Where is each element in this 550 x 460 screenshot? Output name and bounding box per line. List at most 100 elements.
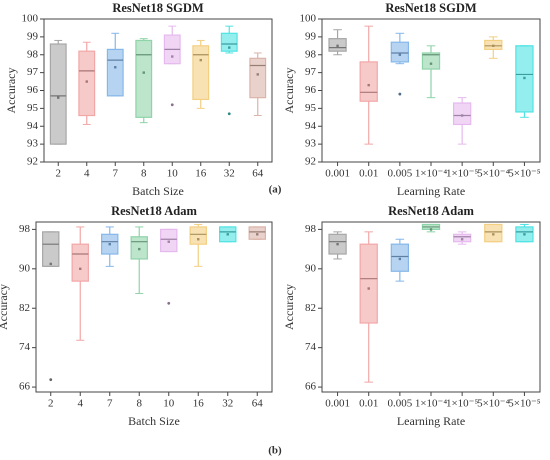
box	[390, 243, 410, 272]
x-tick-label: 64	[252, 168, 264, 180]
y-tick-label: 82	[19, 302, 30, 314]
y-tick-label: 93	[27, 138, 39, 150]
mean	[492, 44, 495, 48]
box	[189, 226, 207, 245]
outlier	[49, 378, 53, 382]
y-tick-label: 94	[305, 120, 317, 132]
box	[390, 41, 410, 63]
box	[78, 50, 96, 117]
mean	[256, 73, 259, 76]
box	[452, 233, 472, 243]
y-axis-label: Accuracy	[282, 284, 296, 330]
x-tick-label: 16	[195, 168, 207, 180]
mean	[460, 114, 464, 117]
x-tick-label: 0.01	[359, 168, 378, 180]
x-axis-label: Batch Size	[128, 414, 180, 428]
mean	[523, 76, 526, 80]
y-tick-label: 92	[305, 156, 316, 168]
y-axis-label: Accuracy	[282, 68, 296, 114]
mean	[336, 44, 339, 48]
x-tick-label: 4	[84, 168, 90, 180]
chart-title: ResNet18 SGDM	[112, 1, 204, 15]
mean	[57, 96, 60, 99]
x-tick-label: 2	[48, 398, 54, 410]
y-tick-label: 90	[305, 262, 317, 274]
y-tick-label: 66	[305, 381, 317, 393]
panel-label: (b)	[268, 445, 282, 457]
mean	[460, 238, 464, 241]
box	[421, 52, 441, 70]
plot-frame	[43, 18, 273, 163]
mean	[199, 58, 202, 62]
plot-frame	[321, 221, 541, 393]
box	[130, 236, 148, 260]
y-tick-label: 100	[300, 13, 317, 25]
box	[49, 43, 67, 145]
mean	[523, 233, 526, 236]
box	[484, 223, 503, 243]
mean	[108, 242, 111, 246]
mean	[398, 53, 402, 56]
y-tick-label: 95	[27, 102, 39, 114]
y-tick-label: 98	[19, 223, 31, 235]
x-tick-label: 5×10⁻⁵	[508, 398, 541, 410]
x-tick-label: 7	[113, 168, 119, 180]
box	[452, 102, 472, 126]
x-tick-label: 0.01	[359, 398, 378, 410]
mean	[226, 233, 229, 236]
box	[71, 243, 89, 282]
mean	[367, 287, 370, 290]
x-tick-label: 16	[193, 398, 205, 410]
mean	[167, 240, 170, 243]
mean	[142, 71, 145, 74]
x-tick-label: 0.005	[387, 398, 412, 410]
outlier	[398, 92, 402, 96]
box	[220, 32, 238, 52]
mean	[492, 233, 495, 236]
chart-title: ResNet18 Adam	[111, 204, 197, 218]
y-tick-label: 98	[305, 223, 317, 235]
x-tick-label: 0.001	[325, 168, 350, 180]
y-tick-label: 95	[305, 102, 317, 114]
x-tick-label: 32	[224, 168, 235, 180]
outlier	[167, 301, 171, 305]
y-tick-label: 97	[27, 66, 39, 78]
y-tick-label: 94	[27, 120, 39, 132]
y-tick-label: 82	[305, 302, 316, 314]
outlier	[170, 103, 174, 107]
y-axis-label: Accuracy	[0, 284, 10, 330]
box	[135, 39, 153, 118]
mean	[197, 238, 200, 241]
x-tick-label: 1×10⁻⁵	[446, 398, 479, 410]
x-tick-label: 1×10⁻⁴	[415, 168, 448, 180]
box	[359, 243, 378, 324]
y-tick-label: 74	[305, 341, 317, 353]
y-tick-label: 92	[27, 156, 38, 168]
panel-label: (a)	[269, 184, 282, 196]
y-tick-label: 99	[27, 30, 39, 42]
mean	[429, 62, 433, 65]
x-tick-label: 1×10⁻⁵	[446, 168, 479, 180]
mean	[256, 233, 259, 236]
chart-title: ResNet18 Adam	[388, 204, 474, 218]
y-tick-label: 98	[305, 48, 317, 60]
chart-title: ResNet18 SGDM	[385, 1, 477, 15]
x-tick-label: 5×10⁻⁴	[477, 398, 510, 410]
mean	[228, 46, 231, 49]
mean	[171, 55, 174, 58]
box	[248, 226, 266, 240]
y-tick-label: 98	[27, 48, 39, 60]
x-tick-label: 64	[252, 398, 264, 410]
y-tick-label: 100	[22, 13, 39, 25]
mean	[367, 83, 370, 87]
x-tick-label: 10	[163, 398, 175, 410]
plot-frame	[321, 18, 541, 163]
x-tick-label: 5×10⁻⁵	[508, 168, 541, 180]
box	[106, 48, 124, 97]
mean	[79, 267, 82, 271]
x-tick-label: 4	[78, 398, 84, 410]
y-tick-label: 97	[305, 66, 317, 78]
box	[160, 228, 178, 253]
x-axis-label: Learning Rate	[397, 414, 465, 428]
